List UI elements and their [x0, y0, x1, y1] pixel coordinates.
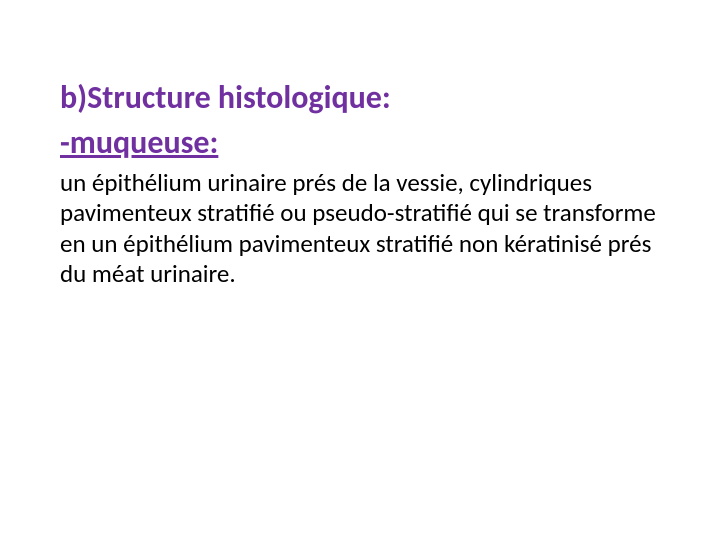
slide-heading: b)Structure histologique:	[60, 80, 660, 117]
slide-subheading: -muqueuse:	[60, 125, 660, 162]
slide-body-text: un épithélium urinaire prés de la vessie…	[60, 168, 660, 290]
